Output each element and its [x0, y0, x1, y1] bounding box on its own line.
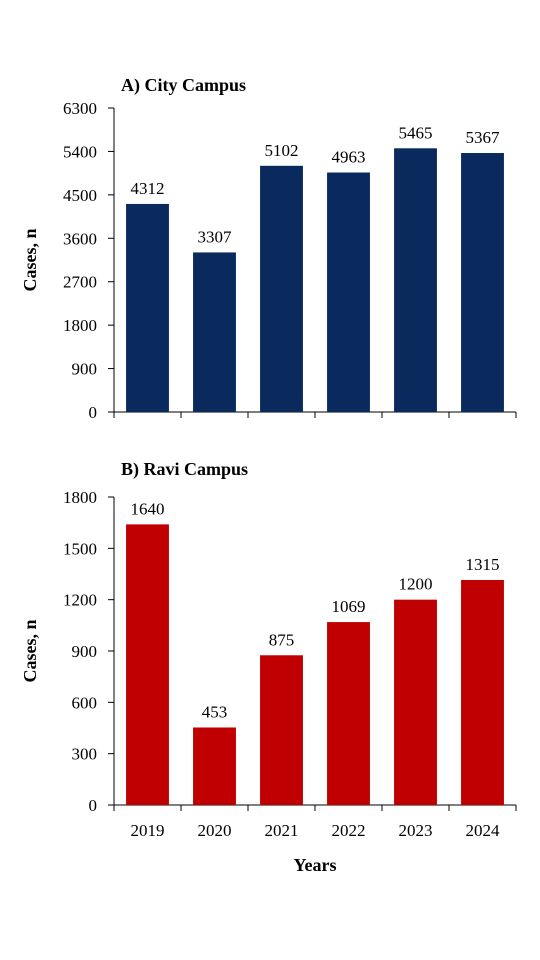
x-axis-label: Years	[294, 855, 337, 875]
chart-title: B) Ravi Campus	[121, 459, 248, 480]
y-tick-label: 1200	[63, 591, 97, 610]
bar-2023	[394, 599, 437, 805]
x-tick-label: 2024	[466, 821, 501, 840]
bar-2020	[193, 252, 236, 412]
y-tick-label: 600	[72, 693, 98, 712]
bar-2021	[260, 165, 303, 412]
y-tick-label: 6300	[63, 99, 97, 118]
bar-2019	[126, 524, 169, 805]
x-tick-label: 2023	[399, 821, 433, 840]
data-label: 1069	[332, 597, 366, 616]
data-label: 1200	[399, 575, 433, 594]
data-label: 453	[202, 702, 228, 721]
x-tick-label: 2022	[332, 821, 366, 840]
panel-ravi-campus: B) Ravi Campus Cases, n 0 300 600 900 1200 1500…	[20, 459, 517, 875]
data-label: 5102	[265, 141, 299, 160]
y-tick-label: 4500	[63, 186, 97, 205]
y-axis-label: Cases, n	[20, 619, 40, 682]
bar-2023	[394, 148, 437, 413]
y-tick-label: 300	[72, 745, 98, 764]
y-tick-label: 1800	[63, 488, 97, 507]
y-axis-label: Cases, n	[20, 228, 40, 291]
bar-2022	[327, 172, 370, 412]
bar-2019	[126, 203, 169, 412]
data-label: 1640	[131, 499, 165, 518]
y-tick-label: 0	[89, 796, 98, 815]
x-tick-label: 2020	[198, 821, 232, 840]
bar-2022	[327, 622, 370, 805]
y-tick-label: 900	[72, 360, 98, 379]
data-label: 875	[269, 630, 295, 649]
x-tick-label: 2019	[131, 821, 165, 840]
data-label: 4312	[131, 179, 165, 198]
data-label: 5465	[399, 123, 433, 142]
y-tick-label: 1500	[63, 539, 97, 558]
data-label: 4963	[332, 148, 366, 167]
y-tick-label: 1800	[63, 316, 97, 335]
bar-2024	[461, 579, 504, 805]
data-label: 1315	[466, 555, 500, 574]
chart-title: A) City Campus	[121, 75, 246, 96]
bar-2021	[260, 655, 303, 805]
data-label: 5367	[466, 128, 501, 147]
y-tick-label: 3600	[63, 229, 97, 248]
y-tick-label: 900	[72, 642, 98, 661]
x-tick-label: 2021	[265, 821, 299, 840]
y-tick-label: 2700	[63, 273, 97, 292]
y-tick-label: 0	[89, 403, 98, 422]
data-label: 3307	[198, 227, 233, 246]
bar-2024	[461, 153, 504, 413]
bar-2020	[193, 727, 236, 805]
panel-city-campus: A) City Campus Cases, n 0 900 1800 2700 3600 45…	[20, 75, 517, 422]
y-tick-label: 5400	[63, 142, 97, 161]
